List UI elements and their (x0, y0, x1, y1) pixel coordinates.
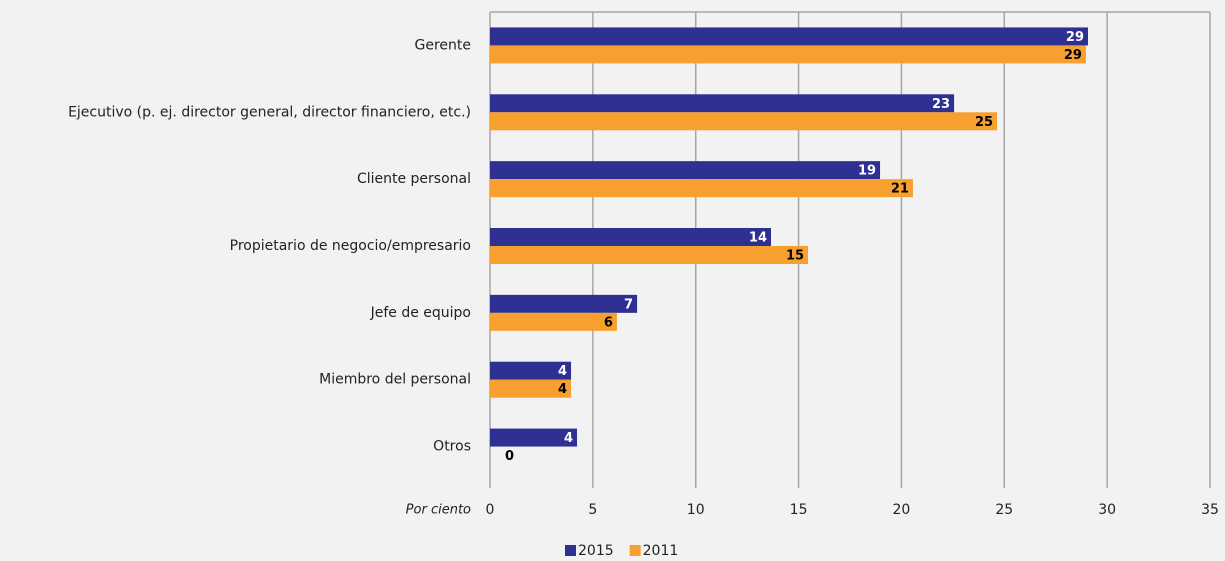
bar (490, 228, 772, 246)
value-label: 23 (932, 97, 950, 112)
value-label: 0 (505, 449, 514, 464)
x-tick-label: 30 (1098, 502, 1116, 518)
value-label: 29 (1066, 30, 1084, 45)
x-tick-label: 35 (1201, 502, 1219, 518)
y-tick-label: Otros (433, 439, 471, 455)
bar (490, 428, 578, 447)
x-tick-label: 15 (790, 502, 808, 518)
bar (490, 379, 572, 398)
bar (490, 27, 1089, 46)
legend-swatch (629, 545, 641, 556)
x-tick-label: 10 (687, 502, 705, 518)
x-tick-label: 25 (995, 502, 1013, 518)
value-label: 4 (564, 431, 573, 446)
value-label: 7 (624, 297, 633, 312)
y-tick-label: Ejecutivo (p. ej. director general, dire… (68, 104, 471, 120)
value-label: 15 (786, 249, 804, 264)
legend-label: 2015 (578, 543, 614, 559)
bar (490, 94, 955, 113)
value-label: 21 (891, 182, 909, 197)
y-tick-label: Cliente personal (357, 171, 471, 187)
x-tick-label: 0 (486, 502, 495, 518)
bar (490, 312, 617, 331)
y-tick-label: Miembro del personal (319, 372, 471, 388)
value-label: 29 (1064, 48, 1082, 63)
value-label: 4 (558, 382, 567, 397)
value-label: 14 (749, 231, 767, 246)
legend-swatch (565, 545, 576, 556)
y-tick-label: Gerente (415, 37, 472, 53)
bar (490, 294, 638, 313)
x-tick-label: 20 (893, 502, 911, 518)
bar (490, 361, 572, 380)
value-label: 4 (558, 364, 567, 379)
x-tick-label: 5 (588, 502, 597, 518)
y-tick-label: Jefe de equipo (370, 305, 471, 321)
value-label: 6 (604, 315, 613, 330)
legend-label: 2011 (643, 543, 679, 559)
x-axis-label: Por ciento (406, 503, 471, 518)
value-label: 25 (975, 115, 993, 130)
bar (490, 45, 1086, 64)
y-tick-label: Propietario de negocio/empresario (230, 238, 471, 254)
bar (490, 179, 913, 198)
bar (490, 112, 998, 131)
value-label: 19 (858, 164, 876, 179)
bar (490, 161, 881, 180)
bar (490, 246, 809, 264)
